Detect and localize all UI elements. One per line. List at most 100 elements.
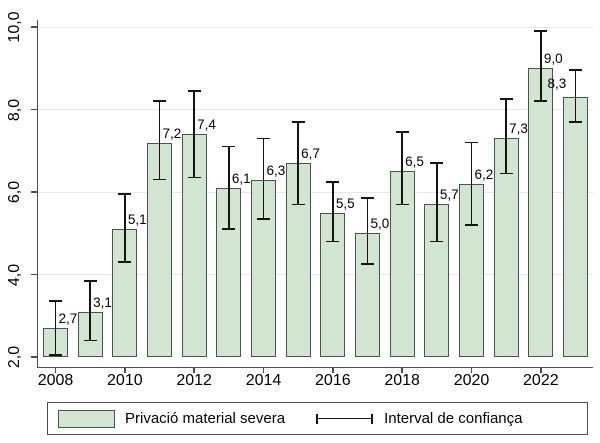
error-bar-cap-bottom	[222, 228, 236, 230]
error-bar-cap-top	[395, 131, 409, 134]
x-tick-label: 2014	[245, 372, 282, 389]
error-bar-right-cap	[371, 413, 374, 424]
y-tick	[31, 191, 37, 193]
bar-value-label: 6,2	[474, 166, 494, 182]
x-tick-label: 2008	[37, 372, 74, 389]
error-bar-cap-bottom	[361, 263, 374, 266]
bar-value-label: 9,0	[543, 51, 563, 67]
x-tick	[470, 367, 473, 373]
error-bar-cap-top	[222, 145, 236, 148]
bar-value-label: 7,4	[197, 117, 216, 133]
y-tick-label: 4,0	[6, 263, 23, 286]
error-bar-line	[158, 101, 161, 180]
x-tick-label: 2018	[384, 372, 420, 389]
legend-label-interval: Interval de confiança	[384, 410, 523, 427]
error-bar-cap-bottom	[49, 354, 62, 356]
error-bar-line	[366, 198, 369, 265]
error-bar-cap-top	[326, 180, 340, 183]
x-tick-label: 2020	[453, 372, 490, 389]
y-tick	[31, 356, 37, 358]
error-bar-cap-bottom	[395, 203, 409, 206]
x-tick	[401, 367, 403, 373]
x-tick-label: 2012	[176, 372, 212, 389]
error-bar-cap-top	[465, 141, 478, 144]
error-bar-line	[505, 99, 507, 174]
bar	[493, 138, 519, 357]
gridline	[38, 109, 593, 110]
bar-value-label: 6,3	[266, 162, 286, 178]
gridline	[38, 274, 593, 275]
x-tick-label: 2022	[523, 372, 559, 389]
x-tick-label: 2010	[107, 372, 143, 389]
y-tick	[31, 273, 37, 276]
error-bar-cap-top	[534, 30, 548, 32]
bar-value-label: 8,3	[547, 76, 567, 92]
x-tick	[540, 367, 542, 373]
bar-value-label: 3,1	[93, 294, 112, 310]
error-bar-cap-bottom	[153, 178, 166, 181]
gridline	[38, 191, 593, 193]
legend-bar-swatch-icon	[58, 409, 115, 428]
y-axis-line	[37, 20, 39, 368]
y-tick-label: 10,0	[6, 11, 23, 43]
error-bar-cap-bottom	[499, 172, 513, 175]
error-bar-line	[401, 132, 403, 205]
error-bar-cap-bottom	[534, 100, 548, 103]
bar-value-label: 7,2	[162, 125, 182, 141]
bar	[528, 68, 554, 357]
error-bar-line	[470, 142, 473, 225]
error-bar-line	[297, 121, 299, 205]
bar-value-label: 5,1	[127, 212, 147, 228]
error-bar-cap-top	[257, 137, 270, 140]
bar-value-label: 6,5	[405, 154, 424, 170]
error-bar-cap-top	[187, 90, 201, 92]
error-bar-cap-bottom	[430, 240, 444, 243]
error-bar-cap-top	[118, 193, 132, 195]
bar-value-label: 5,0	[370, 216, 390, 232]
error-bar-cap-top	[499, 98, 513, 101]
error-bar-line	[316, 417, 374, 420]
bar-value-label: 2,7	[58, 311, 78, 327]
legend: Privació material severa Interval de con…	[47, 402, 588, 435]
error-bar-cap-bottom	[326, 240, 340, 243]
error-bar-cap-bottom	[187, 176, 201, 179]
y-tick-label: 8,0	[6, 98, 23, 121]
error-bar-line	[123, 194, 126, 263]
error-bar-cap-bottom	[118, 261, 132, 263]
error-bar-cap-top	[361, 197, 374, 200]
x-tick	[262, 367, 265, 373]
legend-error-bar-icon	[316, 413, 374, 425]
error-bar-line	[574, 70, 577, 122]
bar-value-label: 6,1	[231, 170, 251, 186]
x-tick	[124, 367, 126, 373]
y-tick	[31, 108, 37, 111]
error-bar-cap-top	[430, 162, 444, 164]
gridline	[38, 26, 593, 28]
error-bar-line	[227, 146, 230, 230]
error-bar-line	[539, 31, 542, 102]
error-bar-cap-bottom	[465, 224, 478, 226]
x-tick-label: 2016	[315, 372, 351, 389]
legend-label-privacio: Privació material severa	[125, 410, 286, 427]
x-tick	[193, 367, 195, 373]
error-bar-line	[54, 301, 57, 355]
error-bar-cap-top	[83, 279, 97, 282]
error-bar-cap-bottom	[257, 217, 270, 220]
error-bar-cap-top	[49, 300, 62, 303]
bar-value-label: 6,7	[301, 146, 320, 162]
x-tick	[54, 367, 57, 373]
bar-value-label: 5,5	[335, 195, 355, 211]
error-bar-cap-top	[569, 69, 582, 72]
bar-value-label: 7,3	[509, 121, 528, 137]
error-bar-cap-top	[291, 121, 305, 123]
error-bar-cap-bottom	[291, 203, 305, 206]
error-bar-line	[262, 138, 265, 219]
error-bar-cap-top	[153, 100, 166, 103]
x-axis-line	[37, 367, 593, 369]
bar-value-label: 5,7	[439, 187, 459, 203]
error-bar-line	[435, 163, 438, 242]
y-tick-label: 6,0	[6, 180, 23, 204]
bar	[563, 97, 588, 357]
